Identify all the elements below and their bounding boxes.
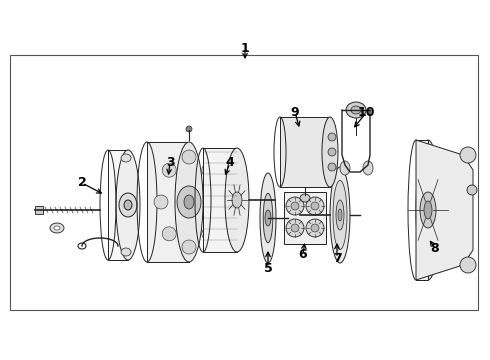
Ellipse shape	[50, 223, 64, 233]
Ellipse shape	[263, 193, 273, 243]
Ellipse shape	[424, 201, 432, 219]
Ellipse shape	[286, 197, 304, 215]
Ellipse shape	[328, 148, 336, 156]
Text: 4: 4	[225, 157, 234, 170]
Bar	[147, 142, 189, 262]
Ellipse shape	[328, 163, 336, 171]
Ellipse shape	[162, 163, 176, 177]
Ellipse shape	[184, 195, 194, 209]
Text: 5: 5	[264, 261, 272, 274]
Ellipse shape	[328, 133, 336, 141]
Ellipse shape	[291, 202, 299, 210]
Ellipse shape	[311, 224, 319, 232]
Ellipse shape	[322, 117, 338, 187]
Bar	[108, 150, 128, 260]
Ellipse shape	[420, 192, 436, 228]
Ellipse shape	[225, 148, 249, 252]
Ellipse shape	[121, 248, 131, 256]
Ellipse shape	[336, 200, 344, 230]
Ellipse shape	[175, 142, 203, 262]
Ellipse shape	[265, 210, 271, 226]
Ellipse shape	[338, 209, 342, 221]
Ellipse shape	[416, 140, 440, 280]
Ellipse shape	[177, 186, 201, 218]
Polygon shape	[416, 140, 473, 280]
Text: 6: 6	[299, 248, 307, 261]
Text: 8: 8	[431, 242, 440, 255]
Bar	[280, 117, 330, 187]
Text: 1: 1	[241, 41, 249, 54]
Text: 3: 3	[166, 157, 174, 170]
Text: 10: 10	[357, 107, 375, 120]
Bar	[10, 55, 478, 310]
Ellipse shape	[260, 173, 276, 263]
Text: 9: 9	[291, 105, 299, 118]
Ellipse shape	[330, 167, 350, 263]
Ellipse shape	[202, 227, 216, 241]
Ellipse shape	[460, 147, 476, 163]
Bar	[416, 140, 428, 280]
Ellipse shape	[363, 161, 373, 175]
Ellipse shape	[467, 185, 477, 195]
Ellipse shape	[232, 192, 242, 208]
Ellipse shape	[210, 195, 224, 209]
Ellipse shape	[154, 195, 168, 209]
Ellipse shape	[346, 102, 366, 118]
Ellipse shape	[460, 257, 476, 273]
Text: 7: 7	[333, 252, 342, 265]
Ellipse shape	[182, 240, 196, 254]
Ellipse shape	[291, 224, 299, 232]
Ellipse shape	[306, 219, 324, 237]
Ellipse shape	[162, 227, 176, 241]
Ellipse shape	[54, 226, 60, 230]
Ellipse shape	[333, 180, 347, 249]
Ellipse shape	[121, 154, 131, 162]
Bar	[284, 192, 326, 244]
Ellipse shape	[202, 163, 216, 177]
Bar	[35, 206, 43, 214]
Ellipse shape	[340, 161, 350, 175]
Ellipse shape	[286, 219, 304, 237]
Ellipse shape	[351, 106, 361, 114]
Bar	[203, 148, 237, 252]
Ellipse shape	[116, 150, 140, 260]
Ellipse shape	[306, 197, 324, 215]
Ellipse shape	[186, 126, 192, 132]
Text: 2: 2	[77, 176, 86, 189]
Ellipse shape	[311, 202, 319, 210]
Ellipse shape	[300, 194, 310, 202]
Ellipse shape	[124, 200, 132, 210]
Ellipse shape	[119, 193, 137, 217]
Ellipse shape	[182, 150, 196, 164]
